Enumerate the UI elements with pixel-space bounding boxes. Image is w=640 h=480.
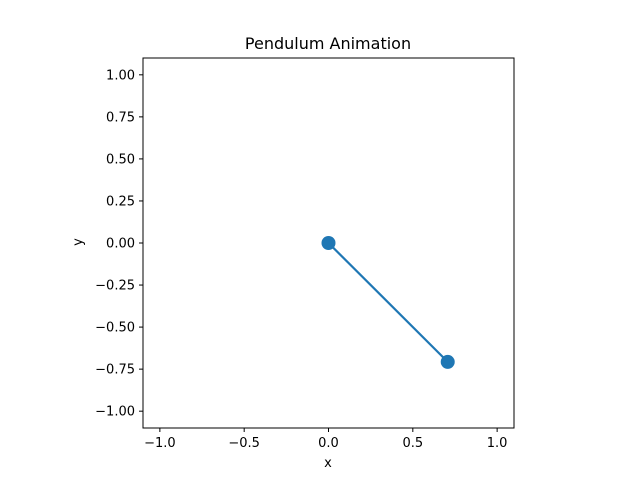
x-tick-label: 1.0 [487,436,508,451]
x-axis-label: x [324,456,332,471]
y-tick-label: 1.00 [106,68,135,83]
x-axis-ticks: −1.0 −0.5 0.0 0.5 1.0 [144,428,507,451]
y-axis-ticks: 1.00 0.75 0.50 0.25 0.00 −0.25 −0.50 −0.75 −1.00 [95,68,143,420]
y-tick-label: 0.25 [106,194,135,209]
pendulum-rod-line [327,241,449,364]
y-tick-label: 0.00 [106,237,135,252]
y-tick-label: 0.75 [106,110,135,125]
bob-point [440,354,455,369]
y-axis-label: y [71,238,86,246]
x-tick-label: −0.5 [228,436,260,451]
x-tick-label: −1.0 [144,436,176,451]
y-tick-label: −0.50 [95,321,135,336]
pivot-point [321,236,336,250]
y-tick-label: −0.25 [95,279,135,294]
chart-title: Pendulum Animation [245,34,411,53]
data-marks [321,236,455,369]
y-tick-label: 0.50 [106,152,135,167]
x-tick-label: 0.0 [318,436,339,451]
y-tick-label: −0.75 [95,363,135,378]
x-tick-label: 0.5 [402,436,423,451]
y-tick-label: −1.00 [95,405,135,420]
